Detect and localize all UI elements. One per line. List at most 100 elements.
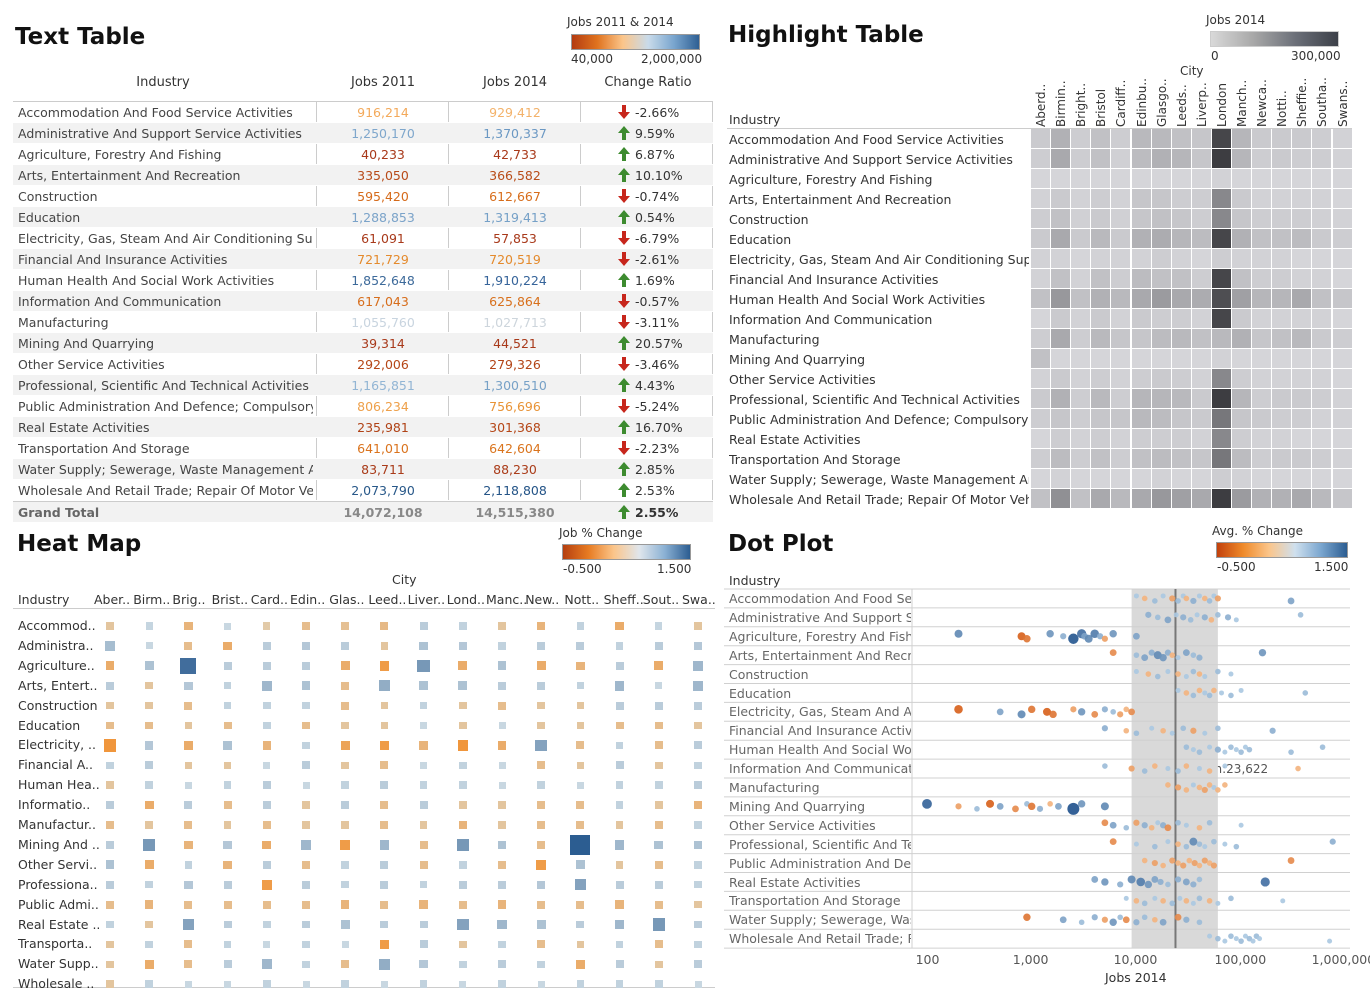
highlight-cell[interactable] [1292,189,1312,208]
highlight-row-label[interactable]: Agriculture, Forestry And Fishing [729,172,933,187]
heatmap-row-label[interactable]: Education [18,717,81,733]
heatmap-cell[interactable] [106,980,114,988]
highlight-column-header[interactable]: Sheffie.. [1295,77,1310,127]
highlight-cell[interactable] [1211,149,1231,168]
heatmap-cell[interactable] [263,761,271,769]
table-row[interactable]: Transportation And Storage 641,010 642,604… [13,438,713,459]
highlight-cell[interactable] [1332,409,1352,428]
highlight-cell[interactable] [1191,349,1211,368]
heatmap-cell[interactable] [537,900,546,909]
heatmap-cell[interactable] [693,840,703,850]
heatmap-cell[interactable] [694,761,702,769]
dotplot-row-label[interactable]: Public Administration And Def.. [729,855,911,871]
highlight-cell[interactable] [1051,169,1071,188]
heatmap-cell[interactable] [537,821,546,829]
highlight-cell[interactable] [1272,189,1292,208]
highlight-cell[interactable] [1211,229,1231,248]
heatmap-cell[interactable] [145,980,153,988]
highlight-cell[interactable] [1131,369,1151,388]
highlight-cell[interactable] [1151,189,1171,208]
heatmap-cell[interactable] [184,880,193,889]
highlight-cell[interactable] [1071,329,1091,348]
highlight-cell[interactable] [1031,409,1051,428]
highlight-cell[interactable] [1031,369,1051,388]
highlight-cell[interactable] [1272,249,1292,268]
heatmap-cell[interactable] [693,680,703,691]
highlight-cell[interactable] [1312,249,1332,268]
heatmap-cell[interactable] [576,741,585,750]
highlight-cell[interactable] [1171,229,1191,248]
highlight-cell[interactable] [1252,269,1272,288]
heatmap-column-header[interactable]: Brist.. [211,592,249,607]
highlight-cell[interactable] [1272,369,1292,388]
highlight-cell[interactable] [1312,189,1332,208]
heatmap-cell[interactable] [340,740,350,751]
heatmap-cell[interactable] [223,860,232,869]
highlight-cell[interactable] [1111,289,1131,308]
heatmap-cell[interactable] [576,641,585,650]
highlight-cell[interactable] [1211,129,1231,148]
heatmap-cell[interactable] [537,641,546,650]
heatmap-cell[interactable] [459,701,467,710]
highlight-cell[interactable] [1252,329,1272,348]
heatmap-cell[interactable] [261,959,272,970]
heatmap-cell[interactable] [261,680,272,691]
highlight-cell[interactable] [1312,309,1332,328]
highlight-cell[interactable] [1332,309,1352,328]
highlight-cell[interactable] [1091,409,1111,428]
dotplot-row-label[interactable]: Professional, Scientific And Te.. [729,836,911,852]
highlight-row-label[interactable]: Professional, Scientific And Technical A… [729,392,1020,407]
highlight-cell[interactable] [1151,329,1171,348]
heatmap-cell[interactable] [379,680,390,691]
heatmap-cell[interactable] [615,980,624,988]
highlight-cell[interactable] [1292,429,1312,448]
highlight-cell[interactable] [1332,269,1352,288]
heatmap-cell[interactable] [262,900,271,909]
highlight-row-label[interactable]: Human Health And Social Work Activities [729,292,986,307]
text-table-header-jobs2011[interactable]: Jobs 2011 [350,75,416,90]
highlight-cell[interactable] [1031,229,1051,248]
highlight-cell[interactable] [1111,409,1131,428]
heatmap-cell[interactable] [537,801,546,810]
highlight-cell[interactable] [1332,229,1352,248]
heatmap-cell[interactable] [654,900,663,909]
highlight-cell[interactable] [1232,289,1252,308]
highlight-cell[interactable] [1131,209,1151,228]
heatmap-cell[interactable] [459,861,467,869]
highlight-cell[interactable] [1211,189,1231,208]
heatmap-cell[interactable] [693,660,703,671]
heatmap-cell[interactable] [615,880,624,889]
heatmap-cell[interactable] [340,661,350,671]
highlight-cell[interactable] [1191,289,1211,308]
dotplot-row-label[interactable]: Electricity, Gas, Steam And Air .. [729,704,911,720]
highlight-cell[interactable] [1332,349,1352,368]
highlight-cell[interactable] [1312,149,1332,168]
heatmap-column-header[interactable]: Edin.. [290,592,326,607]
highlight-cell[interactable] [1091,489,1111,508]
heatmap-cell[interactable] [145,741,154,750]
highlight-cell[interactable] [1131,189,1151,208]
heatmap-cell[interactable] [341,781,349,789]
heatmap-cell[interactable] [694,900,702,909]
heatmap-cell[interactable] [341,641,350,650]
highlight-cell[interactable] [1111,149,1131,168]
highlight-cell[interactable] [1131,429,1151,448]
table-row[interactable]: Administrative And Support Service Activ… [13,123,713,144]
heatmap-row-label[interactable]: Informatio.. [18,797,91,813]
highlight-cell[interactable] [1151,469,1171,488]
highlight-cell[interactable] [1111,309,1131,328]
heatmap-legend-bar[interactable] [562,544,691,560]
highlight-row-label[interactable]: Other Service Activities [729,372,876,387]
highlight-cell[interactable] [1091,429,1111,448]
heatmap-cell[interactable] [576,661,585,670]
highlight-cell[interactable] [1211,209,1231,228]
heatmap-cell[interactable] [458,880,467,889]
highlight-cell[interactable] [1091,309,1111,328]
highlight-cell[interactable] [1131,389,1151,408]
highlight-cell[interactable] [1171,309,1191,328]
highlight-cell[interactable] [1312,349,1332,368]
highlight-cell[interactable] [1091,169,1111,188]
highlight-cell[interactable] [1031,349,1051,368]
highlight-cell[interactable] [1252,289,1272,308]
highlight-column-header[interactable]: Liverp.. [1194,82,1209,127]
